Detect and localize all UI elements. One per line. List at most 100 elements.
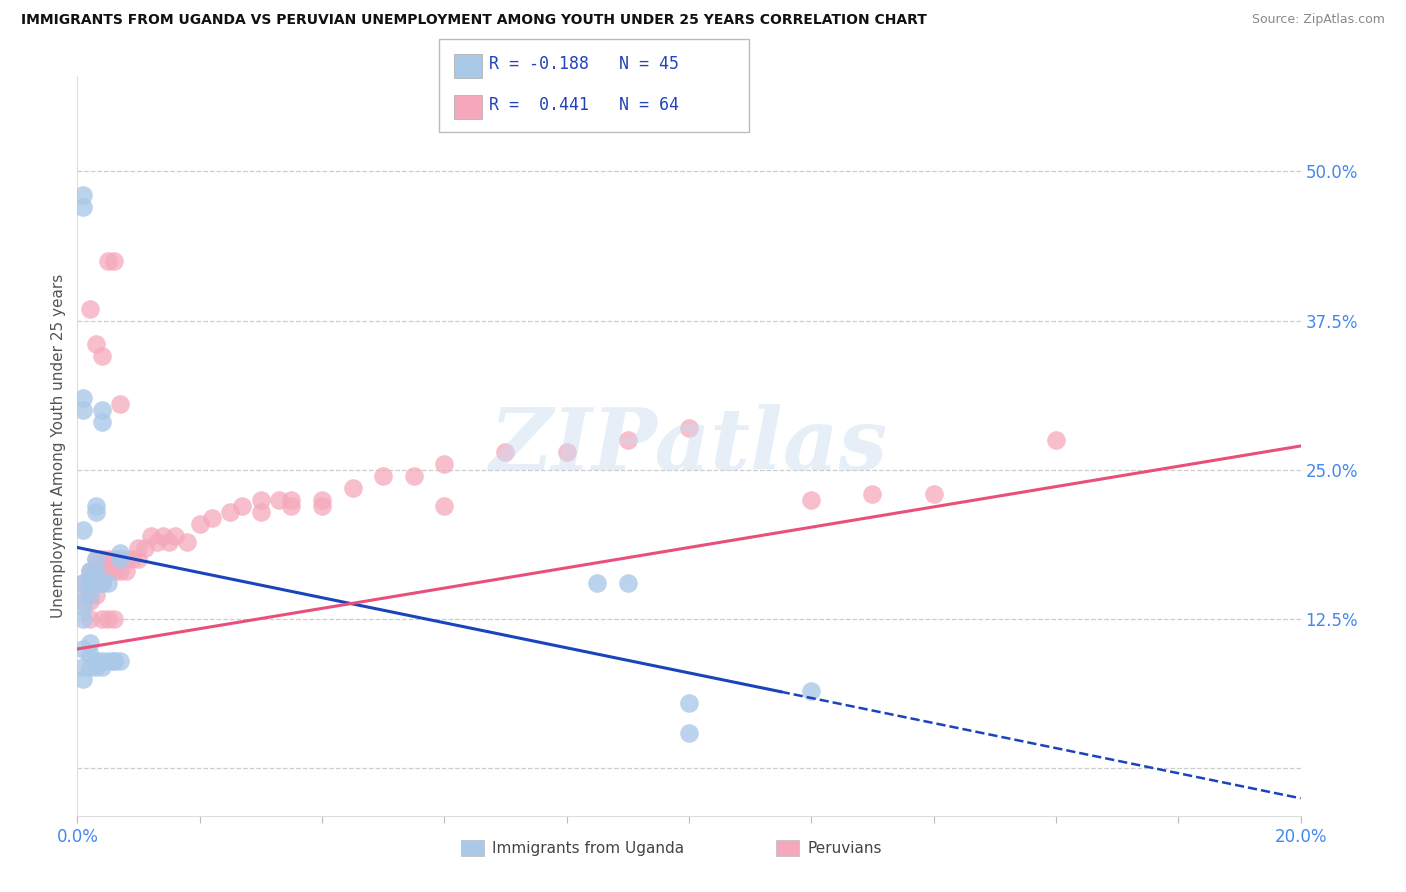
Point: [103, 612, 125, 626]
Point: [250, 505, 273, 519]
Point: [90, 660, 112, 674]
Point: [72, 588, 94, 602]
Point: [678, 421, 700, 435]
Point: [97, 612, 120, 626]
Point: [97, 253, 120, 268]
Point: [617, 433, 640, 447]
Point: [79, 594, 101, 608]
Point: [90, 654, 112, 668]
Point: [90, 612, 112, 626]
Point: [115, 552, 138, 566]
Point: [72, 523, 94, 537]
Text: ZIPatlas: ZIPatlas: [489, 404, 889, 488]
Point: [79, 565, 101, 579]
Point: [84, 552, 107, 566]
Point: [84, 570, 107, 584]
Point: [90, 576, 112, 591]
Point: [79, 565, 101, 579]
Point: [97, 565, 120, 579]
Point: [862, 487, 884, 501]
Y-axis label: Unemployment Among Youth under 25 years: Unemployment Among Youth under 25 years: [51, 274, 66, 618]
Point: [219, 505, 242, 519]
Point: [79, 612, 101, 626]
Point: [555, 445, 578, 459]
Point: [800, 683, 823, 698]
Point: [72, 660, 94, 674]
Point: [72, 188, 94, 202]
Point: [103, 654, 125, 668]
Point: [84, 588, 107, 602]
Point: [103, 565, 125, 579]
Point: [108, 552, 131, 566]
Point: [103, 654, 125, 668]
Point: [72, 642, 94, 657]
Point: [79, 648, 101, 662]
Point: [201, 510, 224, 524]
Point: [371, 468, 394, 483]
Point: [1045, 433, 1067, 447]
Point: [90, 576, 112, 591]
Point: [72, 600, 94, 615]
Point: [280, 492, 302, 507]
Point: [250, 492, 273, 507]
Point: [108, 654, 131, 668]
Point: [97, 654, 120, 668]
Point: [84, 505, 107, 519]
Point: [280, 499, 302, 513]
Point: [79, 588, 101, 602]
Point: [72, 576, 94, 591]
Point: [79, 301, 101, 316]
Point: [84, 660, 107, 674]
Point: [90, 565, 112, 579]
Point: [678, 696, 700, 710]
Point: [79, 636, 101, 650]
Point: [108, 546, 131, 560]
Point: [127, 541, 149, 555]
Point: [231, 499, 253, 513]
Point: [176, 534, 198, 549]
Point: [90, 552, 112, 566]
Point: [433, 457, 456, 471]
Point: [311, 499, 333, 513]
Point: [79, 576, 101, 591]
Point: [922, 487, 945, 501]
Point: [84, 499, 107, 513]
Point: [84, 565, 107, 579]
Point: [79, 570, 101, 584]
Point: [115, 565, 138, 579]
Point: [79, 660, 101, 674]
Point: [108, 552, 131, 566]
Point: [72, 672, 94, 686]
Text: Source: ZipAtlas.com: Source: ZipAtlas.com: [1251, 13, 1385, 27]
Point: [84, 337, 107, 351]
Point: [402, 468, 425, 483]
Point: [433, 499, 456, 513]
Point: [72, 391, 94, 405]
Point: [121, 552, 143, 566]
Point: [139, 528, 162, 542]
Point: [800, 492, 823, 507]
Text: Immigrants from Uganda: Immigrants from Uganda: [492, 841, 685, 855]
Point: [90, 403, 112, 417]
Point: [72, 594, 94, 608]
Point: [165, 528, 187, 542]
Point: [157, 534, 180, 549]
Point: [79, 576, 101, 591]
Point: [146, 534, 169, 549]
Point: [72, 403, 94, 417]
Text: Peruvians: Peruvians: [807, 841, 882, 855]
Point: [84, 565, 107, 579]
Point: [495, 445, 517, 459]
Point: [127, 552, 149, 566]
Point: [72, 200, 94, 214]
Point: [108, 397, 131, 411]
Point: [84, 570, 107, 584]
Point: [134, 541, 156, 555]
Point: [152, 528, 174, 542]
Point: [79, 570, 101, 584]
Point: [84, 576, 107, 591]
Text: IMMIGRANTS FROM UGANDA VS PERUVIAN UNEMPLOYMENT AMONG YOUTH UNDER 25 YEARS CORRE: IMMIGRANTS FROM UGANDA VS PERUVIAN UNEMP…: [21, 13, 927, 28]
Point: [342, 481, 364, 495]
Point: [84, 654, 107, 668]
Point: [188, 516, 211, 531]
